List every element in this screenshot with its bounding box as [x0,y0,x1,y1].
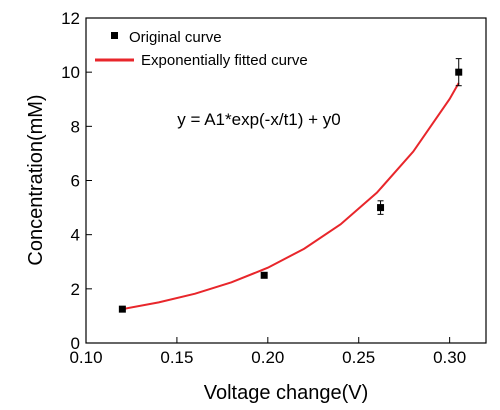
legend-label-original: Original curve [129,29,222,46]
points-layer [118,58,463,313]
legend-label-fit: Exponentially fitted curve [141,52,308,69]
legend-marker-original [111,32,118,39]
legend: Original curve Exponentially fitted curv… [95,29,308,69]
y-axis-ticks: 0 2 4 6 8 10 12 [61,9,92,353]
y-tick-label: 6 [71,172,80,191]
x-tick-label: 0.30 [433,348,466,367]
equation-annotation: y = A1*exp(-x/t1) + y0 [177,110,340,129]
x-tick-label: 0.25 [342,348,375,367]
y-tick-label: 12 [61,9,80,28]
y-tick-label: 2 [71,280,80,299]
x-tick-label: 0.15 [160,348,193,367]
data-point [455,68,463,76]
x-axis-title: Voltage change(V) [204,382,369,404]
y-tick-label: 8 [71,117,80,136]
data-point [377,204,385,212]
y-axis-title: Concentration(mM) [25,94,47,265]
x-tick-label: 0.20 [251,348,284,367]
y-tick-label: 0 [71,334,80,353]
y-tick-label: 10 [61,63,80,82]
x-tick-label: 0.10 [69,348,102,367]
data-point [118,305,126,313]
fit-curve-line [122,82,460,311]
x-axis-ticks: 0.10 0.15 0.20 0.25 0.30 [69,337,466,367]
data-point [260,271,268,279]
fit-layer [122,82,460,311]
y-tick-label: 4 [71,226,80,245]
